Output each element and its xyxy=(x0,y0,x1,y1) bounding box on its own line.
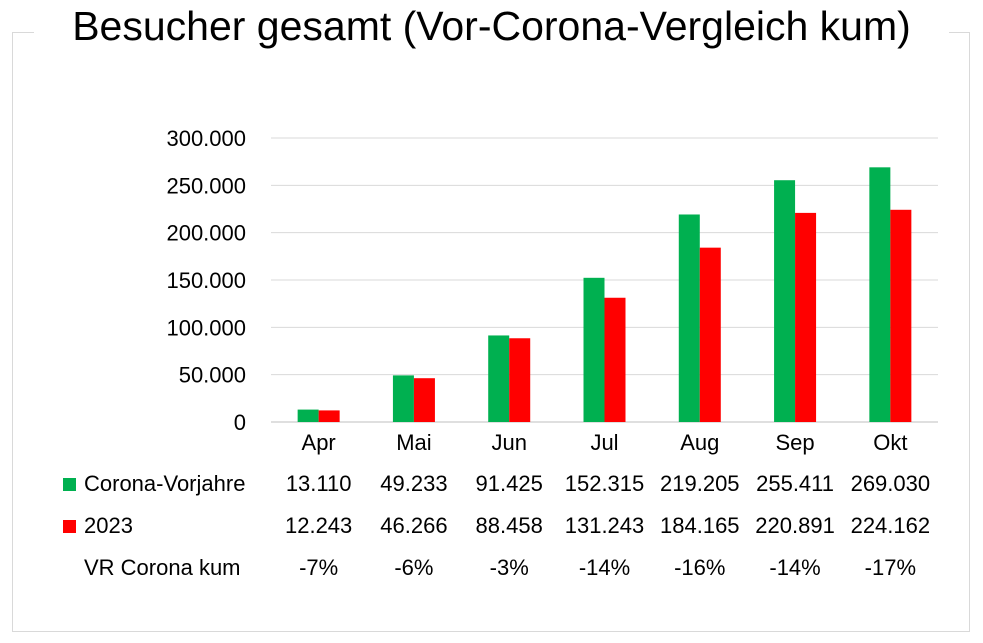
table-cell: 255.411 xyxy=(756,471,835,496)
table-row-label: 2023 xyxy=(84,513,133,538)
y-tick-label: 250.000 xyxy=(166,173,246,198)
bar-2023 xyxy=(413,378,435,422)
bar-corona-vorjahre xyxy=(392,375,414,422)
bar-2023 xyxy=(318,410,340,422)
bar-corona-vorjahre xyxy=(678,214,700,422)
table-cell: 219.205 xyxy=(660,471,740,496)
legend-swatch xyxy=(63,478,76,491)
bar-corona-vorjahre xyxy=(869,167,891,422)
bar-corona-vorjahre xyxy=(774,180,796,422)
table-cell: -3% xyxy=(489,555,529,580)
table-cell: -14% xyxy=(769,555,821,580)
table-cell: 131.243 xyxy=(564,513,645,538)
x-tick-label: Jun xyxy=(491,430,526,455)
table-cell: 224.162 xyxy=(850,513,931,538)
y-tick-label: 0 xyxy=(234,410,246,435)
x-tick-label: Aug xyxy=(680,430,719,455)
y-tick-label: 100.000 xyxy=(166,315,246,340)
table-cell: -17% xyxy=(864,555,917,580)
y-tick-label: 200.000 xyxy=(166,221,246,246)
table-cell: 46.266 xyxy=(380,513,448,538)
title-background xyxy=(34,0,949,48)
y-tick-label: 300.000 xyxy=(166,126,246,151)
bar-2023 xyxy=(795,212,817,422)
table-cell: 12.243 xyxy=(284,513,353,538)
bar-2023 xyxy=(509,338,531,422)
table-cell: 184.165 xyxy=(660,513,740,538)
table-cell: 269.030 xyxy=(850,471,931,496)
x-tick-label: Jul xyxy=(590,430,618,455)
table-row-label: VR Corona kum xyxy=(84,555,241,580)
x-tick-label: Mai xyxy=(396,430,431,455)
bar-2023 xyxy=(890,209,912,422)
bar-2023 xyxy=(699,247,721,422)
bar-corona-vorjahre xyxy=(583,277,605,422)
x-tick-label: Apr xyxy=(302,430,336,455)
table-cell: -16% xyxy=(674,555,726,580)
table-row-label: Corona-Vorjahre xyxy=(84,471,246,496)
legend-swatch xyxy=(63,520,76,533)
table-cell: 13.110 xyxy=(285,471,352,496)
y-tick-label: 50.000 xyxy=(179,363,246,388)
table-cell: -7% xyxy=(299,555,339,580)
chart-title: Besucher gesamt (Vor-Corona-Vergleich ku… xyxy=(72,3,911,49)
table-cell: 220.891 xyxy=(755,513,835,538)
table-cell: 152.315 xyxy=(564,471,645,496)
table-cell: 91.425 xyxy=(475,471,543,496)
table-cell: -6% xyxy=(394,555,434,580)
table-cell: 49.233 xyxy=(380,471,448,496)
bar-corona-vorjahre xyxy=(297,409,319,422)
y-tick-label: 150.000 xyxy=(166,268,246,293)
bar-2023 xyxy=(604,297,626,422)
table-cell: 88.458 xyxy=(475,513,543,538)
table-cell: -14% xyxy=(578,555,631,580)
x-tick-label: Sep xyxy=(775,430,814,455)
x-tick-label: Okt xyxy=(873,430,907,455)
bar-corona-vorjahre xyxy=(488,335,510,422)
